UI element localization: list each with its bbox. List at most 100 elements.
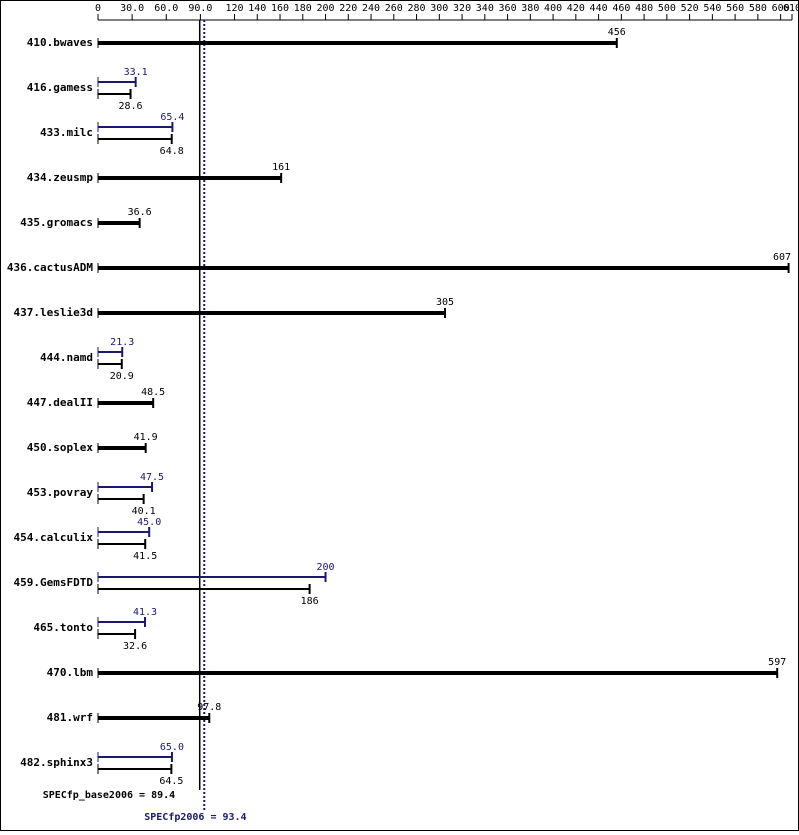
x-tick-label: 460 (612, 3, 630, 14)
x-tick-label: 240 (362, 3, 380, 14)
x-tick-label: 340 (476, 3, 494, 14)
value-label: 597 (768, 657, 786, 668)
value-label: 456 (608, 27, 626, 38)
value-label: 161 (272, 162, 290, 173)
x-tick-label: 260 (385, 3, 403, 14)
category-label: 454.calculix (14, 531, 94, 544)
value-label: 41.9 (134, 432, 158, 443)
x-tick-label: 440 (590, 3, 608, 14)
bar (98, 176, 282, 180)
bar (98, 621, 145, 623)
bar (98, 138, 172, 140)
value-label: 97.8 (197, 702, 221, 713)
x-tick-label: 220 (339, 3, 357, 14)
category-label: 470.lbm (47, 666, 94, 679)
bar (98, 266, 789, 270)
x-tick-label: 120 (225, 3, 243, 14)
value-label: 607 (773, 252, 791, 263)
value-label: 40.1 (132, 506, 156, 517)
value-label: 45.0 (137, 517, 161, 528)
x-tick-label: 560 (726, 3, 744, 14)
x-tick-label: 280 (408, 3, 426, 14)
x-tick-label: 400 (544, 3, 562, 14)
bar (98, 768, 172, 770)
bar (98, 588, 310, 590)
reference-label-text: SPECfp_base2006 = (43, 790, 145, 801)
bar (98, 401, 154, 405)
x-tick-label: 320 (453, 3, 471, 14)
reference-label: SPECfp2006 = 93.4 (144, 812, 246, 823)
x-tick-label: 160 (271, 3, 289, 14)
category-label: 437.leslie3d (14, 306, 93, 319)
reference-label-text: SPECfp2006 = (144, 812, 216, 823)
x-tick-label: 180 (294, 3, 312, 14)
x-tick-label: 360 (499, 3, 517, 14)
category-label: 459.GemsFDTD (14, 576, 94, 589)
bar (98, 716, 210, 720)
x-tick-label: 580 (749, 3, 767, 14)
category-label: 482.sphinx3 (20, 756, 93, 769)
bar (98, 446, 146, 450)
value-label: 41.3 (133, 607, 157, 618)
bar (98, 311, 445, 315)
category-label: 444.namd (40, 351, 93, 364)
x-tick-label: 0 (95, 3, 101, 14)
value-label: 64.8 (160, 146, 184, 157)
bar (98, 633, 136, 635)
x-tick-label: 520 (681, 3, 699, 14)
reference-label: SPECfp_base2006 = 89.4 (43, 790, 175, 801)
bar (98, 41, 617, 45)
x-tick-label: 90.0 (188, 3, 212, 14)
x-tick-label: 380 (521, 3, 539, 14)
value-label: 20.9 (110, 371, 134, 382)
category-label: 465.tonto (33, 621, 93, 634)
bar (98, 221, 140, 225)
value-label: 200 (317, 562, 335, 573)
category-label: 410.bwaves (27, 36, 93, 49)
value-label: 65.0 (160, 742, 184, 753)
bar (98, 756, 172, 758)
value-label: 47.5 (140, 472, 164, 483)
category-label: 453.povray (27, 486, 94, 499)
x-tick-label: 60.0 (154, 3, 178, 14)
x-tick-label: 480 (635, 3, 653, 14)
category-label: 481.wrf (47, 711, 93, 724)
category-label: 433.milc (40, 126, 93, 139)
value-label: 186 (301, 596, 319, 607)
bar (98, 543, 146, 545)
bar (98, 126, 173, 128)
bar (98, 81, 136, 83)
x-tick-label: 300 (430, 3, 448, 14)
value-label: 305 (436, 297, 454, 308)
reference-label-value: 89.4 (151, 790, 175, 801)
x-tick-label: 420 (567, 3, 585, 14)
value-label: 36.6 (128, 207, 152, 218)
x-tick-label: 140 (248, 3, 266, 14)
x-tick-label: 540 (703, 3, 721, 14)
bar (98, 486, 153, 488)
bar (98, 93, 131, 95)
x-tick-label: 500 (658, 3, 676, 14)
category-label: 450.soplex (27, 441, 94, 454)
value-label: 65.4 (160, 112, 184, 123)
x-tick-label: 600 (772, 3, 790, 14)
value-label: 48.5 (141, 387, 165, 398)
bar (98, 498, 144, 500)
bar (98, 671, 778, 675)
value-label: 41.5 (133, 551, 157, 562)
bar (98, 363, 122, 365)
value-label: 64.5 (159, 776, 183, 787)
value-label: 33.1 (124, 67, 148, 78)
category-label: 447.dealII (27, 396, 93, 409)
category-label: 435.gromacs (20, 216, 93, 229)
bar (98, 576, 326, 578)
x-tick-label: 30.0 (120, 3, 144, 14)
category-label: 434.zeusmp (27, 171, 94, 184)
value-label: 21.3 (110, 337, 134, 348)
x-tick-label: 610 (783, 3, 799, 14)
value-label: 28.6 (118, 101, 142, 112)
bar (98, 351, 123, 353)
x-tick-label: 200 (317, 3, 335, 14)
